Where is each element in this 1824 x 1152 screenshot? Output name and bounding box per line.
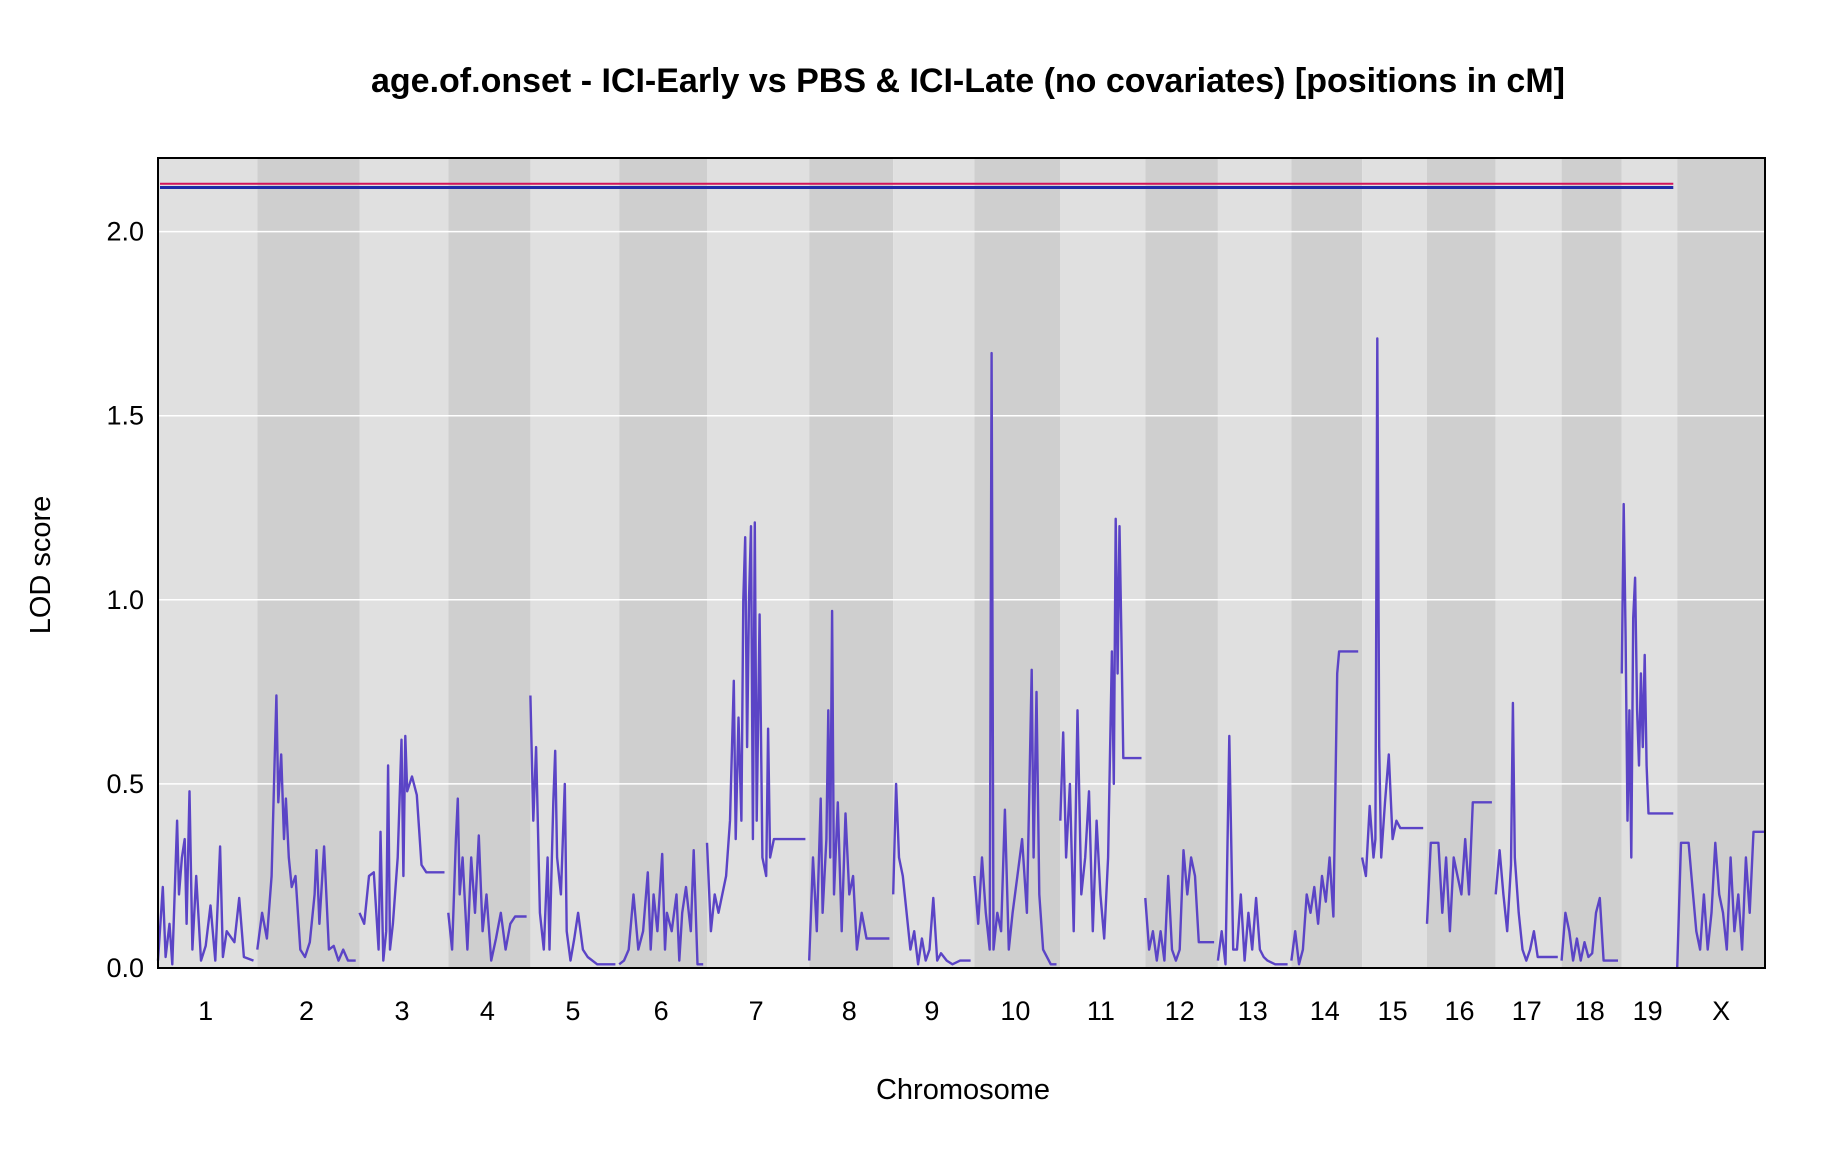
chromosome-band-4: [448, 158, 531, 968]
lod-curve-chr-19: [1620, 502, 1674, 859]
y-tick-label: 0.5: [106, 769, 144, 799]
x-tick-label-chr-2: 2: [299, 996, 314, 1026]
y-axis-label: LOD score: [25, 496, 57, 635]
chromosome-band-1: [158, 158, 258, 968]
x-tick-label-chr-10: 10: [1000, 996, 1030, 1026]
lod-curve-chr-3: [358, 734, 445, 962]
chromosome-band-2: [257, 158, 360, 968]
lod-curve-chr-13: [1216, 734, 1288, 966]
lod-curve-chr-X: [1676, 830, 1765, 969]
chromosome-band-11: [1060, 158, 1146, 968]
x-tick-label-chr-6: 6: [654, 996, 669, 1026]
lod-curve-chr-15: [1360, 337, 1424, 878]
x-axis-label: Chromosome: [876, 1074, 1050, 1106]
y-tick-label: 0.0: [106, 953, 144, 983]
x-tick-label-chr-15: 15: [1378, 996, 1408, 1026]
x-tick-label-chr-17: 17: [1512, 996, 1542, 1026]
y-tick-label: 1.5: [106, 401, 144, 431]
lod-curve-chr-9: [892, 782, 971, 966]
x-tick-label-chr-11: 11: [1087, 996, 1115, 1026]
lod-curve-chr-10: [973, 351, 1057, 966]
lod-curve-chr-5: [529, 695, 616, 966]
lod-curve-chr-16: [1425, 801, 1492, 933]
x-tick-label-chr-12: 12: [1165, 996, 1195, 1026]
lod-curve-chr-2: [256, 694, 356, 962]
lod-curve-chr-1: [156, 790, 254, 966]
chromosome-band-8: [809, 158, 894, 968]
x-tick-label-chr-8: 8: [842, 996, 857, 1026]
x-tick-label-chr-14: 14: [1310, 996, 1340, 1026]
lod-curve-chr-8: [808, 609, 890, 961]
lod-curve-chr-7: [705, 521, 806, 933]
x-tick-label-chr-1: 1: [198, 996, 213, 1026]
lod-curve-chr-6: [618, 849, 704, 966]
x-tick-label-chr-3: 3: [394, 996, 409, 1026]
chart-title: age.of.onset - ICI-Early vs PBS & ICI-La…: [371, 62, 1565, 100]
chromosome-band-17: [1495, 158, 1562, 968]
x-tick-label-chr-18: 18: [1575, 996, 1605, 1026]
x-tick-label-chr-4: 4: [480, 996, 495, 1026]
chromosome-band-9: [893, 158, 975, 968]
lod-curve-chr-18: [1560, 896, 1618, 962]
lod-curve-chr-17: [1494, 701, 1558, 962]
x-tick-label-chr-9: 9: [924, 996, 939, 1026]
chromosome-band-13: [1217, 158, 1292, 968]
lod-curve-chr-4: [447, 797, 527, 962]
lod-curve-chr-14: [1290, 650, 1359, 966]
lod-curve-chr-11: [1059, 517, 1142, 940]
x-tick-label-chr-7: 7: [749, 996, 764, 1026]
y-tick-label: 1.0: [106, 585, 144, 615]
chromosome-band-6: [619, 158, 707, 968]
plot-frame: [157, 157, 1766, 969]
chromosome-band-14: [1291, 158, 1363, 968]
x-tick-label-chr-5: 5: [565, 996, 580, 1026]
y-tick-label: 2.0: [106, 217, 144, 247]
x-tick-label-chr-13: 13: [1238, 996, 1268, 1026]
chromosome-band-X: [1677, 158, 1765, 968]
x-tick-label-chr-16: 16: [1444, 996, 1474, 1026]
chromosome-band-10: [974, 158, 1061, 968]
chromosome-band-12: [1145, 158, 1218, 968]
x-tick-label-chr-19: 19: [1633, 996, 1663, 1026]
plot-area: 0.00.51.01.52.01 2 3 4 5 6 7 8 9 10 11 12 13 14 15 16 17…: [106, 157, 1766, 1026]
chromosome-band-7: [707, 158, 810, 968]
lod-curve-chr-12: [1144, 849, 1215, 962]
x-tick-label-chr-X: X: [1712, 996, 1730, 1026]
chromosome-band-5: [530, 158, 620, 968]
chromosome-band-18: [1561, 158, 1622, 968]
chromosome-band-16: [1427, 158, 1496, 968]
